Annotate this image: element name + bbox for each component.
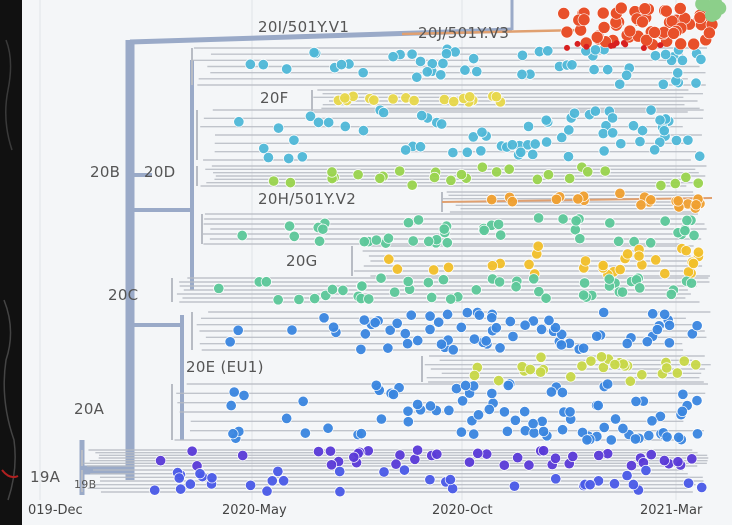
clade-labels: 20I/501Y.V1 20J/501Y.V3 20F 20B 20D 20H/… [30,18,509,491]
phylogenetic-tree[interactable]: 20I/501Y.V1 20J/501Y.V3 20F 20B 20D 20H/… [22,0,732,525]
tick-label: 2020-Oct [432,503,493,518]
clade-label-20a[interactable]: 20A [74,400,105,418]
tree-tips [149,0,727,498]
phylogeny-panel: 20I/501Y.V1 20J/501Y.V3 20F 20B 20D 20H/… [22,0,732,525]
tick-label: 2020-May [222,503,287,518]
background-strip [0,0,22,525]
clade-label-20h[interactable]: 20H/501Y.V2 [258,190,356,208]
tick-label: 019-Dec [28,503,83,518]
clade-label-20b[interactable]: 20B [90,163,120,181]
clade-label-20j[interactable]: 20J/501Y.V3 [418,24,509,42]
clade-label-20c[interactable]: 20C [108,286,138,304]
time-grid [39,0,677,500]
clade-label-19a[interactable]: 19A [30,468,61,486]
clade-label-20f[interactable]: 20F [260,89,289,107]
time-axis: 019-Dec 2020-May 2020-Oct 2021-Mar [28,503,703,518]
tick-label: 2021-Mar [640,503,703,518]
clade-label-20g[interactable]: 20G [286,252,318,270]
clade-label-19b[interactable]: 19B [74,478,96,491]
clade-label-20i[interactable]: 20I/501Y.V1 [258,18,349,36]
clade-label-20e[interactable]: 20E (EU1) [186,358,264,376]
clade-label-20d[interactable]: 20D [144,163,176,181]
